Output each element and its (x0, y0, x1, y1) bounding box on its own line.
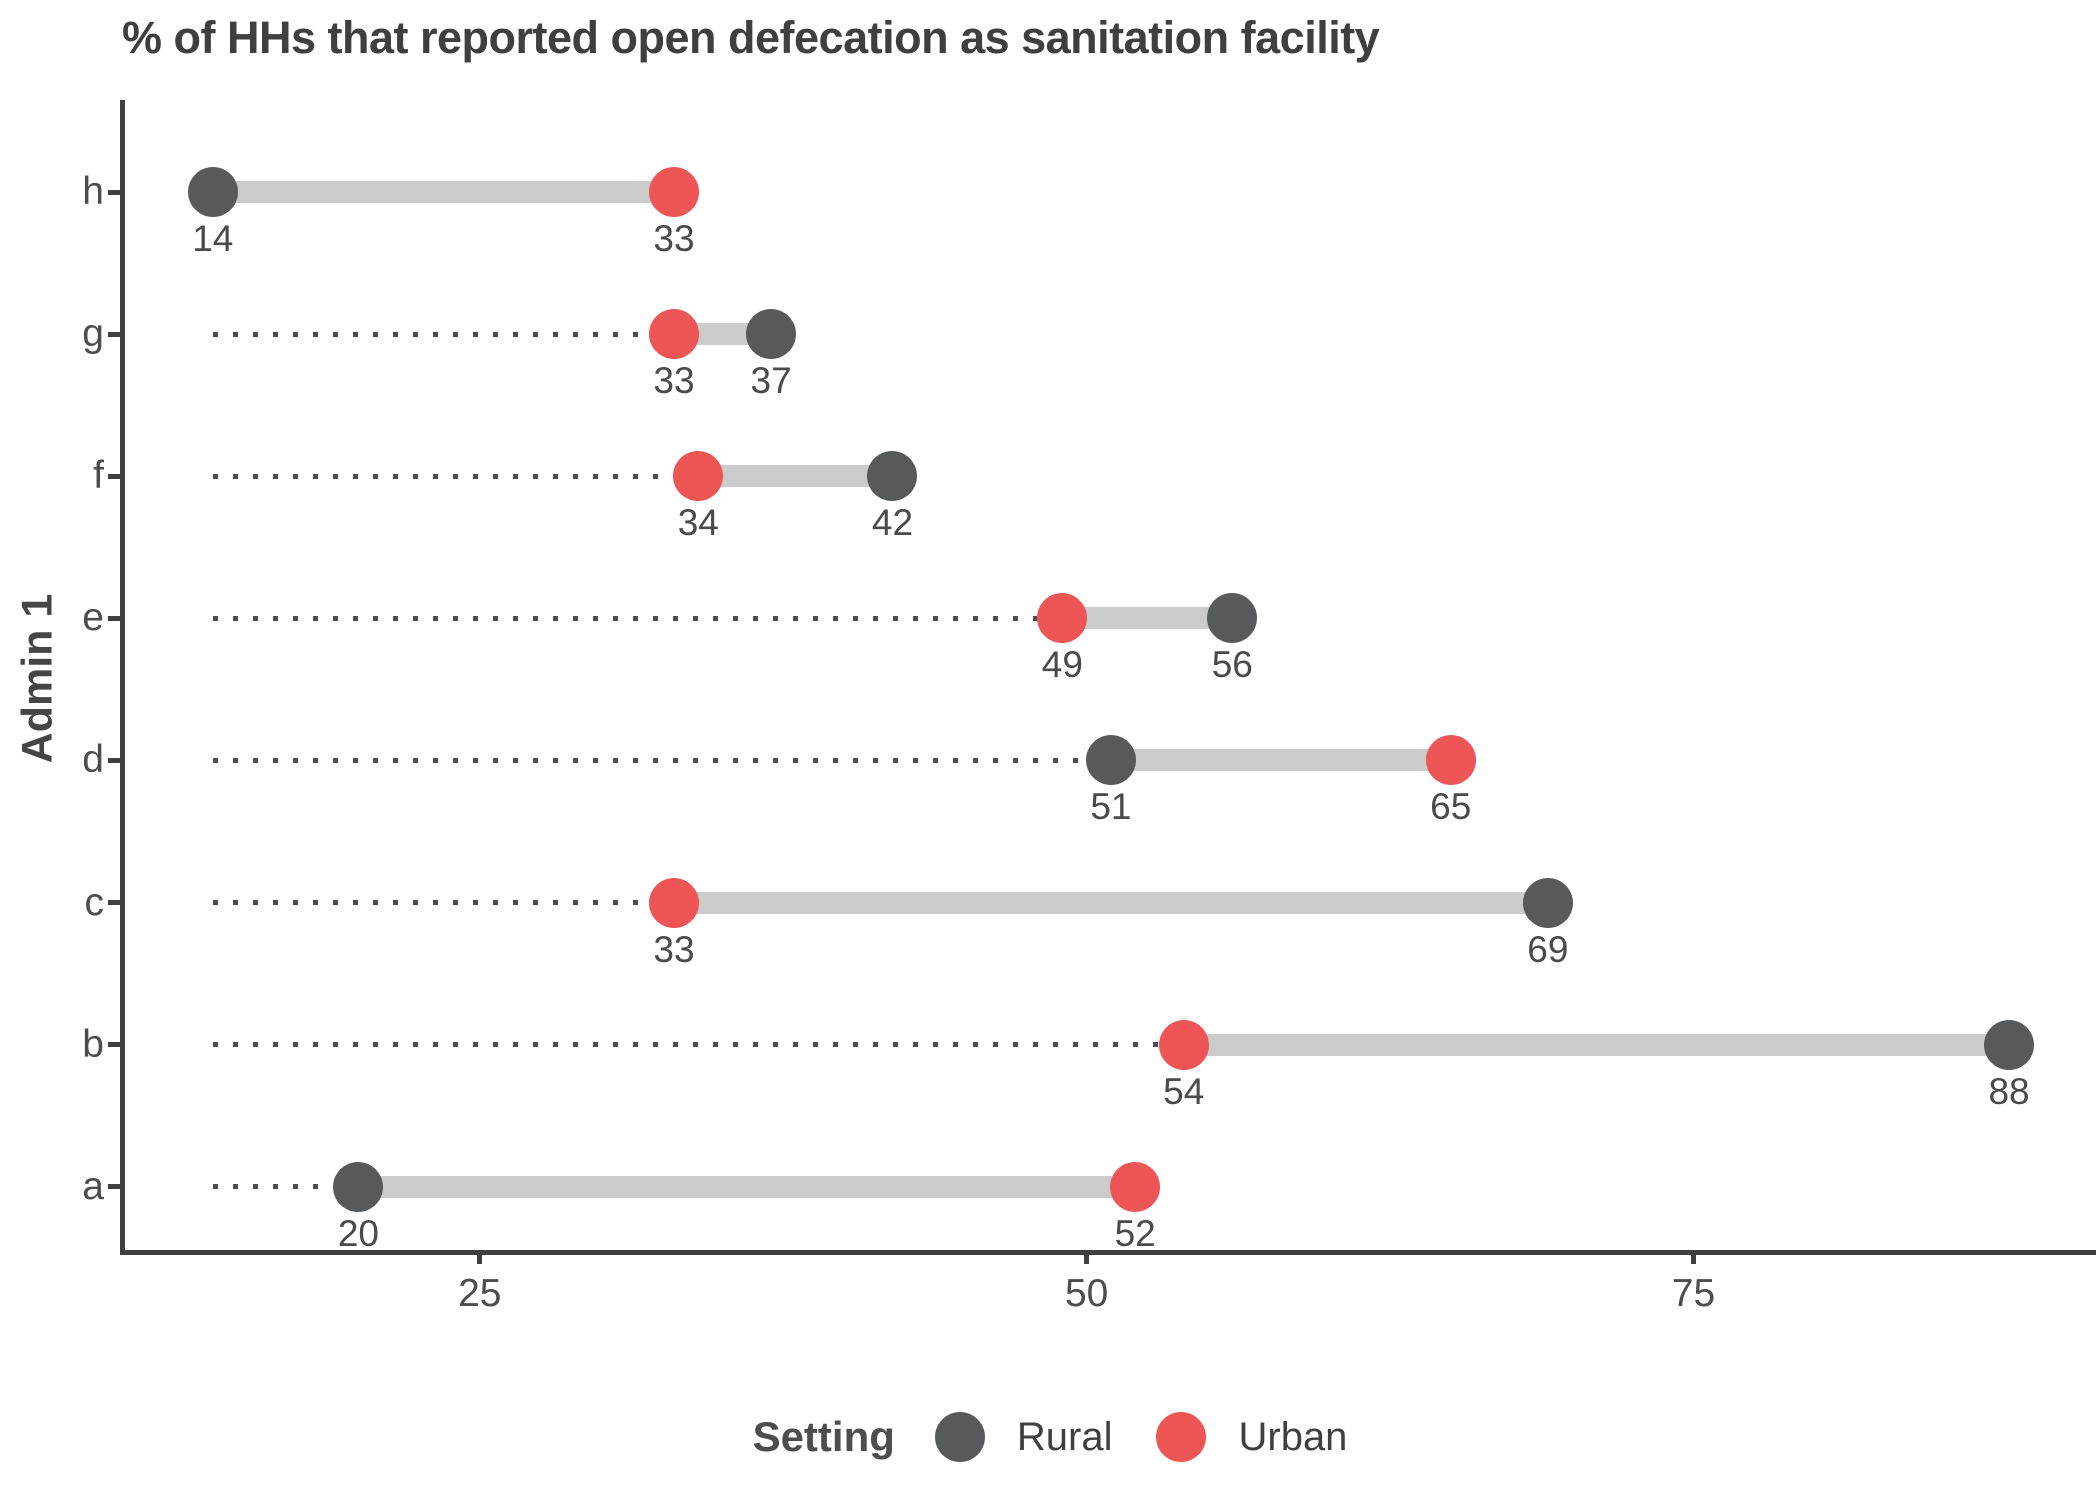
urban-dot (1158, 1019, 1209, 1070)
legend: Setting Rural Urban (0, 1402, 2100, 1472)
leader-line (212, 1042, 1159, 1048)
connector-band (1062, 607, 1233, 630)
y-axis-tick (108, 331, 122, 337)
leader-line (212, 757, 1086, 763)
leader-line (212, 900, 649, 905)
chart-title: % of HHs that reported open defecation a… (122, 12, 1380, 63)
value-label: 49 (1041, 644, 1083, 686)
y-axis-category-label: a (82, 1164, 104, 1208)
y-axis-tick (108, 757, 122, 763)
value-label: 88 (1988, 1070, 2030, 1112)
value-label: 20 (337, 1212, 380, 1254)
rural-dot (867, 451, 918, 502)
y-axis-category-label: c (84, 880, 105, 924)
x-axis-tick (477, 1250, 483, 1264)
connector-band (1183, 1033, 2010, 1056)
value-label: 52 (1114, 1212, 1156, 1254)
x-axis-tick (1690, 1250, 1696, 1264)
urban-dot (1425, 735, 1476, 786)
y-axis-tick (108, 189, 122, 195)
rural-dot (1207, 593, 1258, 644)
urban-dot (649, 167, 699, 217)
urban-dot (649, 309, 699, 360)
rural-dot (187, 167, 238, 217)
x-axis-line (120, 1250, 2096, 1255)
leader-line (212, 473, 674, 479)
y-axis-category-label: h (82, 170, 104, 213)
rural-swatch-icon (934, 1412, 985, 1462)
legend-item-rural: Rural (934, 1412, 1113, 1462)
value-label: 33 (653, 928, 695, 970)
connector-band (698, 465, 893, 488)
value-label: 33 (653, 218, 695, 259)
y-axis-category-label: g (82, 312, 104, 356)
y-axis-tick (108, 473, 122, 479)
rural-dot (1085, 735, 1136, 786)
legend-title: Setting (752, 1413, 895, 1460)
urban-dot (649, 877, 699, 928)
y-axis-tick (108, 900, 122, 905)
value-label: 14 (192, 218, 234, 259)
urban-dot (1110, 1161, 1161, 1212)
legend-label: Urban (1238, 1414, 1348, 1459)
value-label: 54 (1163, 1070, 1205, 1112)
urban-dot (1037, 593, 1088, 644)
value-label: 51 (1090, 786, 1132, 828)
legend-label: Rural (1016, 1414, 1113, 1459)
leader-line (212, 615, 1038, 621)
y-axis-category-label: d (82, 738, 104, 782)
y-axis-category-label: b (82, 1022, 104, 1066)
y-axis-tick (108, 615, 122, 621)
connector-band (358, 1175, 1136, 1198)
rural-dot (333, 1161, 384, 1212)
value-label: 33 (653, 360, 695, 402)
x-axis-tick-label: 75 (1671, 1272, 1716, 1315)
value-label: 56 (1211, 644, 1253, 686)
y-axis-tick (108, 1042, 122, 1048)
value-label: 69 (1527, 928, 1569, 970)
urban-swatch-icon (1156, 1412, 1207, 1462)
rural-dot (1984, 1019, 2035, 1070)
value-label: 65 (1430, 786, 1472, 828)
leader-line (212, 331, 649, 337)
value-label: 37 (750, 360, 792, 402)
value-label: 42 (871, 502, 914, 544)
y-axis-category-label: e (82, 596, 104, 640)
legend-item-urban: Urban (1156, 1412, 1347, 1462)
rural-dot (1522, 877, 1573, 928)
urban-dot (673, 451, 724, 502)
x-axis-tick-label: 50 (1064, 1272, 1109, 1315)
x-axis-tick-label: 25 (458, 1272, 502, 1315)
y-axis-category-label: f (93, 454, 104, 498)
x-axis-tick (1084, 1250, 1090, 1264)
y-axis-tick (108, 1184, 122, 1190)
y-axis-line (120, 100, 125, 1255)
connector-band (1110, 749, 1451, 772)
connector-band (212, 181, 674, 203)
leader-line (212, 1184, 334, 1190)
value-label: 34 (677, 502, 719, 544)
legend-items: Rural Urban (934, 1412, 1347, 1462)
rural-dot (746, 309, 797, 360)
connector-band (674, 891, 1548, 914)
